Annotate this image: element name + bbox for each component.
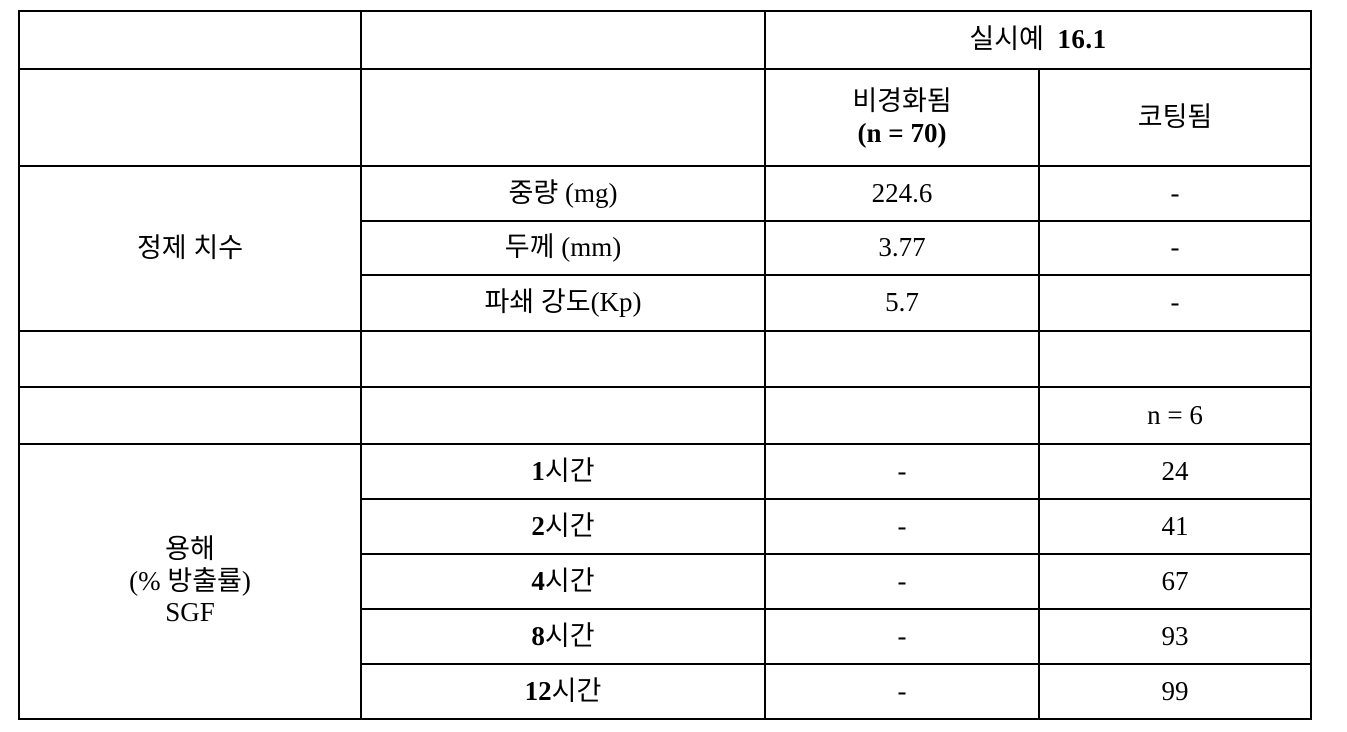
cell-hour-1-coated: 24: [1039, 444, 1311, 499]
table-row-column-headers: 비경화됨 (n = 70) 코팅됨: [19, 69, 1311, 166]
row-label-hour-1: 1시간: [361, 444, 765, 499]
dissolution-label-line-3: SGF: [26, 597, 354, 629]
row-label-hour-8: 8시간: [361, 609, 765, 664]
table-row-spacer: [19, 331, 1311, 387]
table-row-example-header: 실시예 16.1: [19, 11, 1311, 69]
cell-hour-2-uncured: -: [765, 499, 1039, 554]
row-label-hour-12: 12시간: [361, 664, 765, 719]
spacer-cell-uncured: [765, 331, 1039, 387]
table-container: 실시예 16.1 비경화됨 (n = 70) 코팅됨: [18, 10, 1310, 718]
hour-2-unit: 시간: [545, 511, 595, 541]
dissolution-label-line-2: (% 방출률): [26, 566, 354, 598]
cell-hour-8-uncured: -: [765, 609, 1039, 664]
cell-thickness-coated: -: [1039, 221, 1311, 275]
row-group-label-dissolution: 용해 (% 방출률) SGF: [19, 444, 361, 719]
dissolution-label-line-1: 용해: [26, 534, 354, 566]
row-label-hour-2: 2시간: [361, 499, 765, 554]
example-number: 16.1: [1057, 24, 1106, 54]
column-header-spacer-2: [361, 69, 765, 166]
cell-thickness-uncured: 3.77: [765, 221, 1039, 275]
row-label-weight: 중량 (mg): [361, 166, 765, 221]
document-page: 실시예 16.1 비경화됨 (n = 70) 코팅됨: [0, 0, 1347, 732]
header-spacer-cell-2: [361, 11, 765, 69]
cell-hour-2-coated: 41: [1039, 499, 1311, 554]
cell-hour-12-uncured: -: [765, 664, 1039, 719]
cell-hour-4-uncured: -: [765, 554, 1039, 609]
hour-12-number: 12: [525, 676, 552, 706]
cell-hour-1-uncured: -: [765, 444, 1039, 499]
hour-4-unit: 시간: [545, 566, 595, 596]
column-header-coated-label: 코팅됨: [1046, 102, 1304, 134]
table-row: 정제 치수 중량 (mg) 224.6 -: [19, 166, 1311, 221]
column-header-coated: 코팅됨: [1039, 69, 1311, 166]
hour-8-number: 8: [531, 621, 545, 651]
cell-weight-uncured: 224.6: [765, 166, 1039, 221]
column-header-uncured-n: (n = 70): [772, 118, 1032, 150]
hour-2-number: 2: [531, 511, 545, 541]
example-label: 실시예: [969, 24, 1044, 54]
cell-crushing-strength-uncured: 5.7: [765, 275, 1039, 331]
table-row-sample-size: n = 6: [19, 387, 1311, 444]
sample-size-cell-label: [361, 387, 765, 444]
row-label-hour-4: 4시간: [361, 554, 765, 609]
example-16-1-table: 실시예 16.1 비경화됨 (n = 70) 코팅됨: [18, 10, 1312, 720]
spacer-cell-group: [19, 331, 361, 387]
hour-1-unit: 시간: [545, 456, 595, 486]
cell-hour-4-coated: 67: [1039, 554, 1311, 609]
cell-hour-12-coated: 99: [1039, 664, 1311, 719]
cell-crushing-strength-coated: -: [1039, 275, 1311, 331]
cell-hour-8-coated: 93: [1039, 609, 1311, 664]
header-spacer-cell-1: [19, 11, 361, 69]
row-group-label-tablet-dimensions: 정제 치수: [19, 166, 361, 331]
column-header-uncured-label: 비경화됨: [772, 86, 1032, 118]
spacer-cell-coated: [1039, 331, 1311, 387]
column-header-uncured: 비경화됨 (n = 70): [765, 69, 1039, 166]
row-label-crushing-strength: 파쇄 강도(Kp): [361, 275, 765, 331]
column-header-spacer-1: [19, 69, 361, 166]
hour-8-unit: 시간: [545, 621, 595, 651]
row-label-thickness: 두께 (mm): [361, 221, 765, 275]
hour-4-number: 4: [531, 566, 545, 596]
spacer-cell-label: [361, 331, 765, 387]
sample-size-cell-uncured: [765, 387, 1039, 444]
table-row: 용해 (% 방출률) SGF 1시간 - 24: [19, 444, 1311, 499]
sample-size-cell-group: [19, 387, 361, 444]
cell-weight-coated: -: [1039, 166, 1311, 221]
hour-12-unit: 시간: [552, 676, 602, 706]
sample-size-cell-coated: n = 6: [1039, 387, 1311, 444]
hour-1-number: 1: [531, 456, 545, 486]
example-title-cell: 실시예 16.1: [765, 11, 1311, 69]
